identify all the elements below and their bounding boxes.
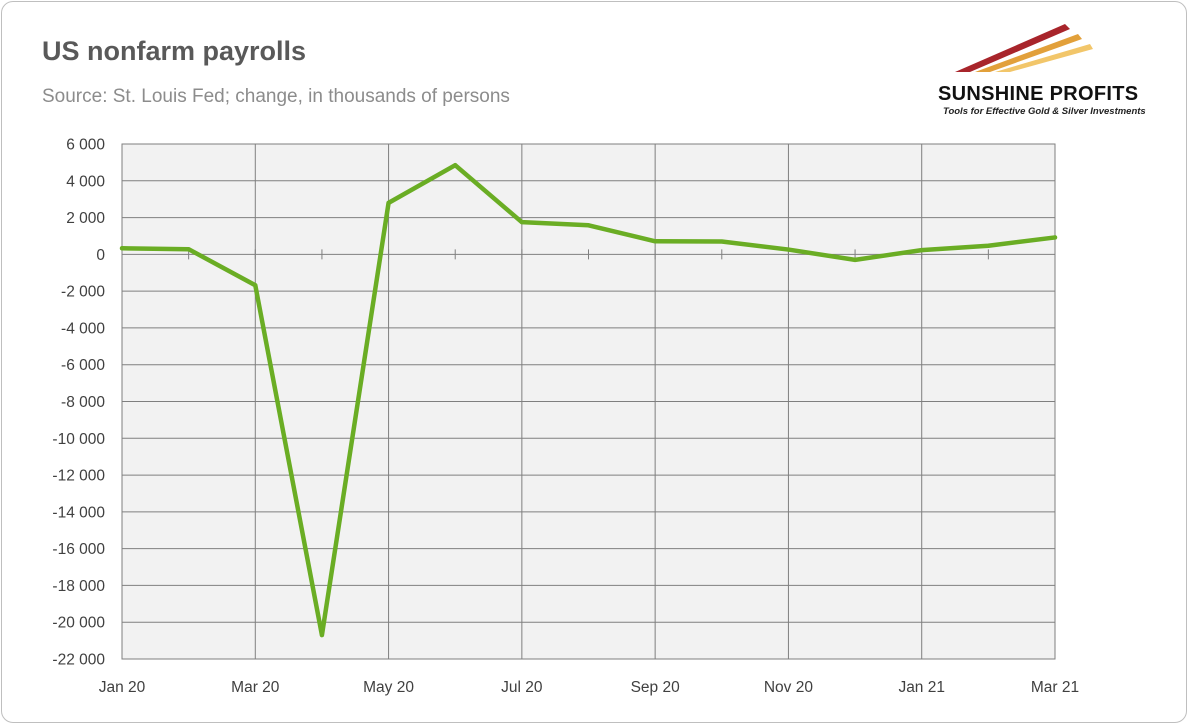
x-tick-label: Jul 20	[501, 679, 543, 696]
chart-title: US nonfarm payrolls	[42, 36, 307, 66]
y-tick-label: -6 000	[61, 357, 105, 374]
data-point	[853, 257, 858, 262]
data-point	[186, 247, 191, 252]
data-point	[386, 200, 391, 205]
y-tick-label: -14 000	[52, 504, 105, 521]
x-tick-label: Mar 20	[231, 679, 280, 696]
data-point	[986, 243, 991, 248]
data-point	[519, 220, 524, 225]
y-tick-label: 2 000	[66, 210, 105, 227]
x-tick-label: Mar 21	[1031, 679, 1079, 696]
data-point	[1053, 235, 1057, 240]
x-tick-label: Sep 20	[631, 679, 681, 696]
y-tick-label: 6 000	[66, 137, 105, 154]
y-tick-label: -12 000	[52, 468, 105, 485]
y-tick-label: -4 000	[61, 320, 105, 337]
x-tick-label: Nov 20	[764, 679, 813, 696]
plot-border	[121, 143, 1056, 660]
data-point	[319, 633, 324, 638]
data-point	[253, 283, 258, 288]
x-tick-label: Jan 20	[99, 679, 146, 696]
y-tick-label: -2 000	[61, 284, 105, 301]
y-tick-label: 0	[96, 247, 105, 264]
data-point	[786, 247, 791, 252]
y-tick-label: -20 000	[52, 615, 105, 632]
logo-swoosh-icon	[955, 24, 1093, 72]
x-tick-label: Jan 21	[898, 679, 945, 696]
y-tick-label: -16 000	[52, 541, 105, 558]
data-point	[453, 163, 458, 168]
sunshine-profits-logo: SUNSHINE PROFITS Tools for Effective Gol…	[930, 14, 1170, 124]
data-point	[586, 223, 591, 228]
chart-subtitle: Source: St. Louis Fed; change, in thousa…	[42, 86, 510, 107]
y-tick-label: -18 000	[52, 578, 105, 595]
y-tick-label: 4 000	[66, 173, 105, 190]
data-point	[919, 248, 924, 253]
x-tick-label: May 20	[363, 679, 414, 696]
data-point	[120, 246, 124, 251]
y-tick-label: -8 000	[61, 394, 105, 411]
data-point	[719, 239, 724, 244]
y-tick-label: -10 000	[52, 431, 105, 448]
y-tick-label: -22 000	[52, 652, 105, 669]
logo-name: SUNSHINE PROFITS	[938, 83, 1139, 105]
data-point	[653, 239, 658, 244]
logo-tagline: Tools for Effective Gold & Silver Invest…	[943, 106, 1146, 117]
